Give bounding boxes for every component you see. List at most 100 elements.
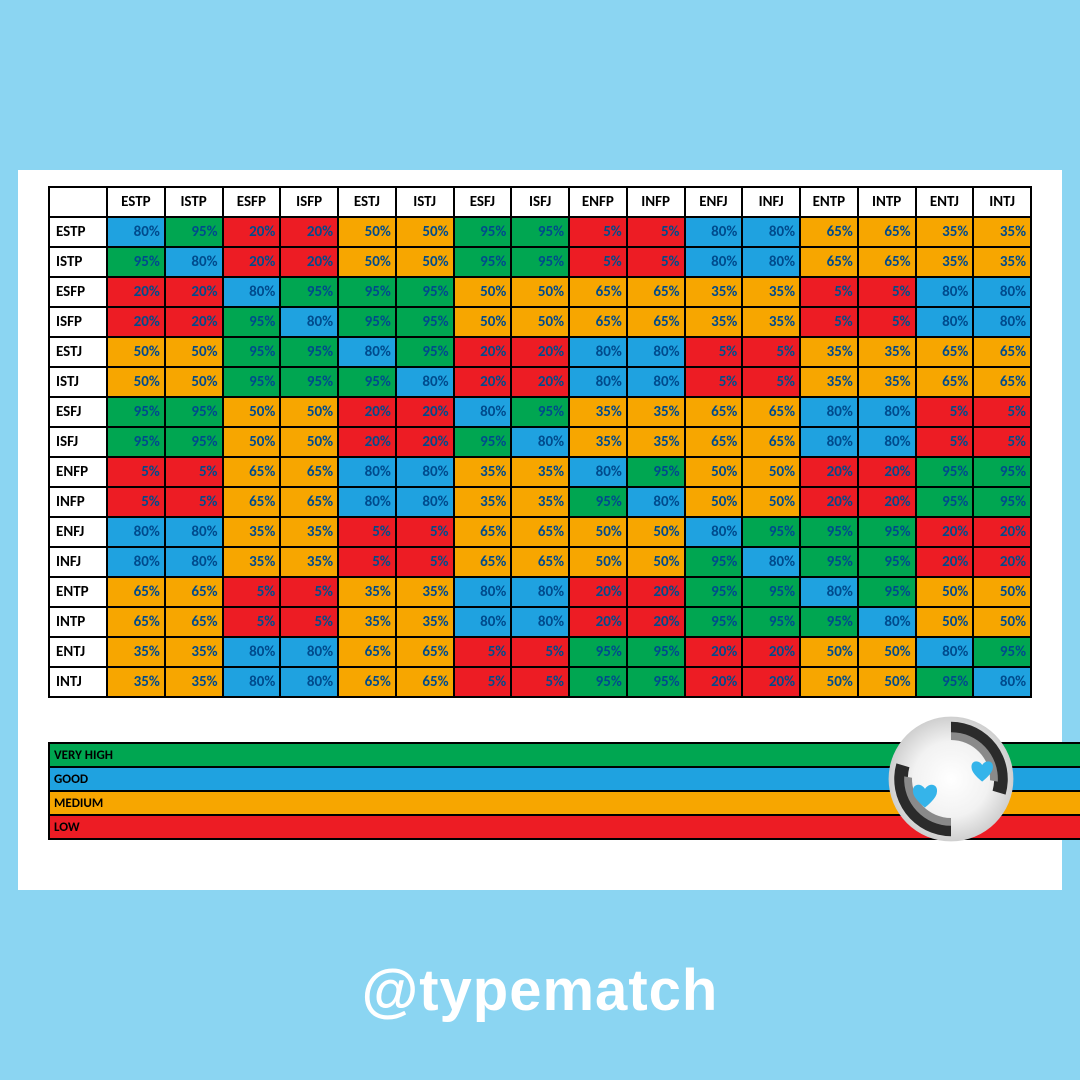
cell: 50% [396,217,454,247]
cell: 5% [280,577,338,607]
cell: 95% [800,517,858,547]
cell: 95% [685,577,743,607]
cell: 65% [223,487,281,517]
cell: 80% [280,667,338,697]
row-header-estp: ESTP [49,217,107,247]
cell: 35% [454,457,512,487]
cell: 5% [800,277,858,307]
col-header-entj: ENTJ [916,187,974,217]
cell: 80% [742,217,800,247]
cell: 80% [973,277,1031,307]
cell: 95% [454,217,512,247]
table-row: ESTP80%95%20%20%50%50%95%95%5%5%80%80%65… [49,217,1031,247]
cell: 80% [800,397,858,427]
cell: 65% [685,397,743,427]
col-header-intp: INTP [858,187,916,217]
col-header-infp: INFP [627,187,685,217]
cell: 95% [338,277,396,307]
cell: 5% [800,307,858,337]
cell: 50% [338,247,396,277]
cell: 50% [511,307,569,337]
cell: 80% [916,277,974,307]
cell: 35% [511,457,569,487]
cell: 80% [511,427,569,457]
cell: 95% [165,217,223,247]
cell: 20% [569,577,627,607]
row-header-infj: INFJ [49,547,107,577]
cell: 5% [338,517,396,547]
cell: 5% [973,427,1031,457]
cell: 50% [165,337,223,367]
cell: 5% [685,337,743,367]
cell: 20% [396,397,454,427]
cell: 20% [107,307,165,337]
table-row: INFJ80%80%35%35%5%5%65%65%50%50%95%80%95… [49,547,1031,577]
cell: 20% [627,607,685,637]
cell: 35% [165,667,223,697]
cell: 80% [569,457,627,487]
cell: 80% [627,337,685,367]
cell: 95% [280,277,338,307]
cell: 95% [858,577,916,607]
cell: 95% [742,577,800,607]
cell: 20% [916,517,974,547]
cell: 80% [569,337,627,367]
cell: 65% [627,307,685,337]
cell: 80% [916,307,974,337]
cell: 80% [223,667,281,697]
cell: 80% [858,607,916,637]
cell: 20% [223,217,281,247]
cell: 5% [107,487,165,517]
cell: 95% [223,367,281,397]
cell: 35% [223,517,281,547]
cell: 50% [800,667,858,697]
cell: 95% [973,487,1031,517]
cell: 80% [338,487,396,517]
table-row: INFP5%5%65%65%80%80%35%35%95%80%50%50%20… [49,487,1031,517]
cell: 95% [280,337,338,367]
cell: 95% [627,457,685,487]
cell: 65% [973,367,1031,397]
cell: 35% [742,307,800,337]
cell: 20% [800,457,858,487]
cell: 50% [454,307,512,337]
cell: 50% [742,457,800,487]
cell: 80% [280,307,338,337]
cell: 80% [511,577,569,607]
cell: 65% [858,247,916,277]
cell: 65% [280,457,338,487]
cell: 50% [165,367,223,397]
cell: 80% [280,637,338,667]
col-header-isfj: ISFJ [511,187,569,217]
cell: 35% [396,577,454,607]
row-header-esfp: ESFP [49,277,107,307]
cell: 80% [627,367,685,397]
cell: 20% [107,277,165,307]
cell: 65% [338,637,396,667]
cell: 20% [454,367,512,397]
table-row: ENTP65%65%5%5%35%35%80%80%20%20%95%95%80… [49,577,1031,607]
cell: 80% [627,487,685,517]
cell: 20% [454,337,512,367]
cell: 95% [858,517,916,547]
cell: 50% [223,427,281,457]
cell: 80% [569,367,627,397]
cell: 80% [800,577,858,607]
cell: 5% [627,217,685,247]
cell: 35% [396,607,454,637]
cell: 20% [338,427,396,457]
table-row: ISFP20%20%95%80%95%95%50%50%65%65%35%35%… [49,307,1031,337]
cell: 95% [800,607,858,637]
cell: 80% [338,337,396,367]
cell: 5% [396,547,454,577]
cell: 50% [107,337,165,367]
row-header-isfj: ISFJ [49,427,107,457]
table-row: INTP65%65%5%5%35%35%80%80%20%20%95%95%95… [49,607,1031,637]
cell: 5% [916,397,974,427]
cell: 35% [165,637,223,667]
cell: 50% [742,487,800,517]
cell: 95% [107,247,165,277]
cell: 80% [165,247,223,277]
cell: 50% [280,427,338,457]
cell: 35% [280,547,338,577]
